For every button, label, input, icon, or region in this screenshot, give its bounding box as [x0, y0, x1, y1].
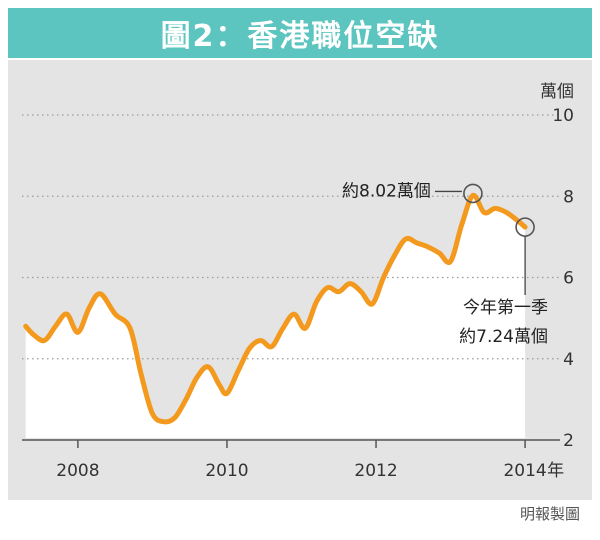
- x-tick-label: 2010: [205, 461, 248, 481]
- peak-annotation-label: 約8.02萬個: [342, 181, 431, 201]
- y-tick-label: 10: [552, 106, 574, 126]
- chart-credit: 明報製圖: [519, 505, 580, 523]
- x-tick-label: 2012: [354, 461, 397, 481]
- y-tick-label: 4: [563, 350, 574, 370]
- x-tick-label: 2008: [56, 461, 99, 481]
- x-axis-unit-label: 年: [547, 461, 564, 481]
- latest-annotation-line1: 今年第一季: [463, 298, 548, 318]
- series-line: [23, 192, 528, 425]
- y-axis-unit-label: 萬個: [540, 82, 574, 102]
- y-tick-label: 8: [563, 187, 574, 207]
- chart-title: 圖2：香港職位空缺: [160, 19, 440, 54]
- x-tick-label: 2014: [503, 461, 546, 481]
- y-tick-label: 6: [563, 269, 574, 289]
- latest-annotation-line2: 約7.24萬個: [459, 327, 548, 347]
- chart-title-bar: 圖2：香港職位空缺: [8, 8, 592, 58]
- series-area: [25, 195, 526, 438]
- y-tick-label: 2: [563, 431, 574, 451]
- peak-marker: [463, 183, 483, 204]
